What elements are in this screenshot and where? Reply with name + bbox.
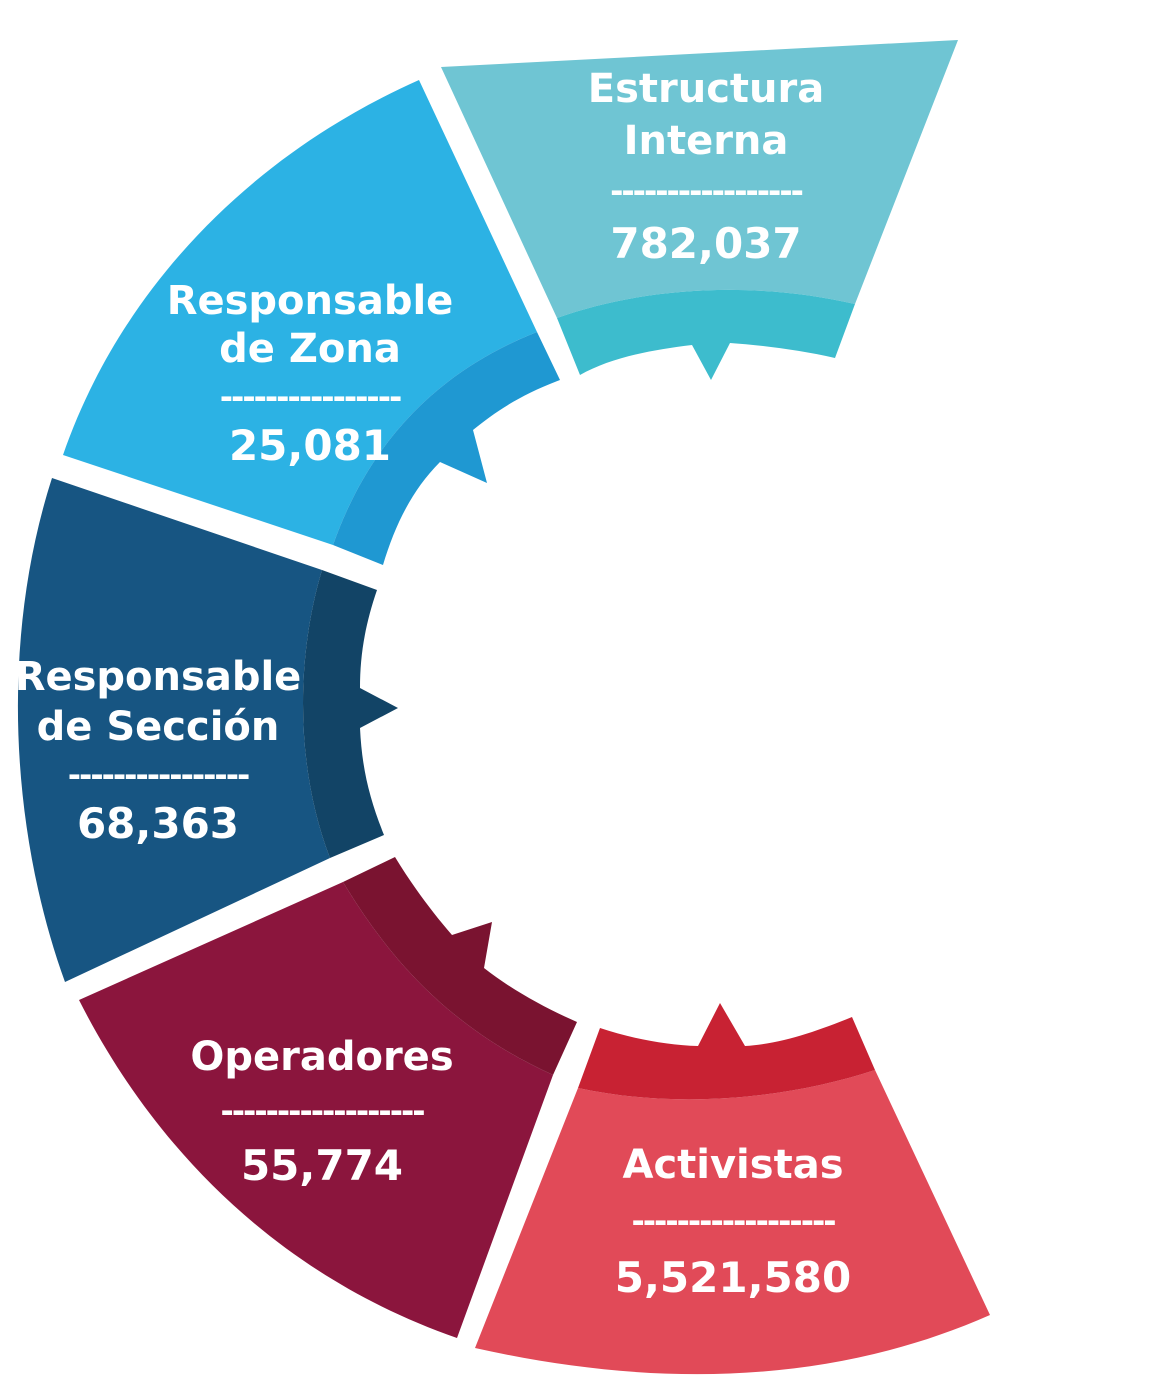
segment-activistas-outer	[475, 1070, 990, 1375]
segment-operadores-band	[343, 857, 577, 1075]
segment-responsable-de-seccion-value: 68,363	[77, 799, 239, 848]
segment-operadores-dashes: ------------------	[220, 1092, 424, 1130]
segment-operadores-title-line1: Operadores	[190, 1034, 453, 1080]
segment-responsable-de-zona-dashes: ----------------	[220, 378, 401, 416]
segment-estructura-interna-title-line1: Estructura	[588, 66, 824, 112]
segment-responsable-de-zona: Responsable de Zona ---------------- 25,…	[63, 80, 560, 565]
segment-activistas-title-line1: Activistas	[622, 1142, 843, 1188]
segment-responsable-de-zona-band	[333, 332, 560, 565]
segment-responsable-de-seccion-title-line2: de Sección	[37, 704, 280, 750]
segment-estructura-interna-title-line2: Interna	[624, 118, 789, 164]
segment-responsable-de-seccion-dashes: ----------------	[68, 756, 249, 794]
segment-activistas-dashes: ------------------	[631, 1202, 835, 1240]
segment-responsable-de-seccion-outer	[17, 478, 330, 982]
segment-responsable-de-zona-value: 25,081	[229, 421, 391, 470]
segment-estructura-interna-dashes: -----------------	[610, 172, 803, 210]
segment-operadores-outer	[79, 882, 553, 1338]
segment-responsable-de-zona-title-line1: Responsable	[167, 278, 454, 324]
segment-responsable-de-seccion: Responsable de Sección ---------------- …	[15, 478, 398, 982]
segment-estructura-interna-value: 782,037	[610, 219, 801, 268]
segment-responsable-de-seccion-band	[303, 570, 398, 858]
segment-estructura-interna: Estructura Interna ----------------- 782…	[441, 40, 958, 380]
segment-activistas: Activistas ------------------ 5,521,580	[475, 1003, 990, 1375]
segment-operadores: Operadores ------------------ 55,774	[79, 857, 577, 1338]
segment-responsable-de-zona-title-line2: de Zona	[219, 326, 401, 372]
segment-estructura-interna-outer	[441, 40, 958, 318]
segment-activistas-value: 5,521,580	[615, 1253, 851, 1302]
segment-activistas-band	[578, 1003, 875, 1100]
segment-estructura-interna-band	[557, 289, 855, 380]
segment-responsable-de-seccion-title-line1: Responsable	[15, 654, 302, 700]
segment-operadores-value: 55,774	[241, 1141, 403, 1190]
segment-responsable-de-zona-outer	[63, 80, 537, 545]
